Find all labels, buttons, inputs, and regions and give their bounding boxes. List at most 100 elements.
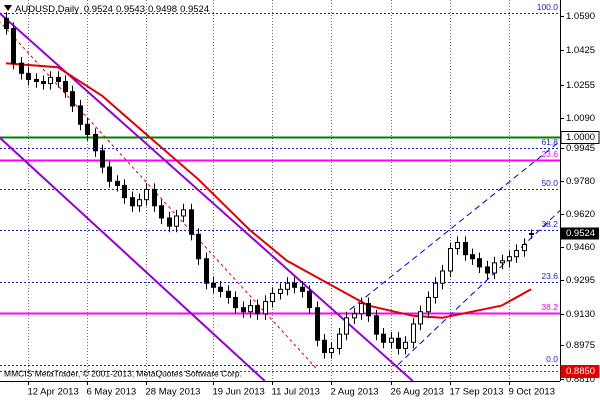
candle-body <box>315 307 320 341</box>
last-price-label: 0.9524 <box>566 228 595 239</box>
candle-body <box>4 17 9 30</box>
chart-header: AUDUSD,Daily 0.9524 0.9543 0.9498 0.9524 <box>15 4 209 15</box>
x-tick-label: 26 Aug 2013 <box>391 387 444 398</box>
candle-body <box>448 248 453 272</box>
candle-body <box>337 333 342 349</box>
candle-body <box>211 282 216 288</box>
y-tick-label: 0.9620 <box>566 209 595 220</box>
candle-body <box>152 188 157 207</box>
candle-body <box>507 256 512 262</box>
fib-label: 23.6 <box>541 271 558 281</box>
candle-body <box>196 233 201 260</box>
candle-body <box>418 311 423 325</box>
candle-body <box>374 315 379 335</box>
level-label: 23.6 <box>541 149 558 159</box>
trend-line <box>397 209 560 366</box>
candle-body <box>359 303 364 315</box>
candle-body <box>366 303 371 317</box>
candle-body <box>344 317 349 335</box>
header-high: 0.9543 <box>116 4 145 15</box>
price-box <box>560 131 600 144</box>
candle-body <box>270 292 275 303</box>
candle-body <box>159 205 164 219</box>
candle-body <box>181 209 186 217</box>
candle-body <box>285 282 290 290</box>
y-tick-label: 0.9130 <box>566 309 595 320</box>
y-tick-label: 1.0255 <box>566 80 595 91</box>
candle-body <box>292 282 297 288</box>
candle-body <box>100 150 105 168</box>
candle-body <box>403 341 408 349</box>
y-tick-label: 0.8810 <box>566 374 595 385</box>
candle-body <box>322 339 327 353</box>
candle-body <box>241 307 246 313</box>
candle-body <box>278 288 283 294</box>
copyright: MMCIS MetaTrader, © 2001-2013, MetaQuote… <box>4 368 242 378</box>
y-tick-label: 1.0590 <box>566 11 595 22</box>
candle-body <box>144 188 149 201</box>
candle-body <box>255 305 260 315</box>
candle-body <box>63 80 68 93</box>
x-tick-label: 12 Apr 2013 <box>28 387 79 398</box>
candle-body <box>433 282 438 298</box>
candle-body <box>529 232 534 235</box>
candle-body <box>56 76 61 82</box>
price-box-label: 1.0000 <box>566 132 595 143</box>
candle-body <box>189 209 194 235</box>
candle-body <box>93 133 98 152</box>
candle-body <box>307 290 312 309</box>
candle-body <box>137 199 142 207</box>
y-tick-label: 0.9460 <box>566 242 595 253</box>
header-open: 0.9524 <box>84 4 113 15</box>
trend-line <box>349 140 560 311</box>
candle-body <box>226 290 231 298</box>
candle-body <box>174 215 179 227</box>
y-tick-label: 0.9945 <box>566 143 595 154</box>
candle-body <box>167 217 172 227</box>
candle-body <box>41 80 46 85</box>
candle-body <box>48 76 53 85</box>
y-tick-label: 0.9295 <box>566 275 595 286</box>
plot-area: 100.0 61.8 50.0 38.2 23.6 0.0 23.6 38.2 <box>0 0 560 381</box>
fib-label: 38.2 <box>541 219 558 229</box>
last-price-box <box>561 227 599 240</box>
fib-label: 50.0 <box>541 178 558 188</box>
candle-body <box>477 258 482 268</box>
candle-body <box>522 243 527 252</box>
moving-average <box>5 62 532 319</box>
x-tick-label: 19 Jun 2013 <box>213 387 265 398</box>
candle-body <box>26 72 31 80</box>
candle-body <box>485 266 490 274</box>
symbol: AUDUSD,Daily <box>15 4 79 15</box>
candle-body <box>122 184 127 199</box>
candle-body <box>70 91 75 107</box>
candle-body <box>440 270 445 284</box>
candle-body <box>329 347 334 353</box>
y-tick-label: 1.0090 <box>566 113 595 124</box>
candle-body <box>381 333 386 343</box>
level-label: 38.2 <box>541 302 558 312</box>
candle-body <box>463 241 468 256</box>
candle-body <box>19 62 24 74</box>
candle-body <box>34 78 39 82</box>
candle-body <box>78 105 83 125</box>
candle-body <box>204 258 209 284</box>
candle-body <box>492 262 497 274</box>
candle-body <box>218 286 223 292</box>
x-tick-label: 6 May 2013 <box>87 387 137 398</box>
price-box <box>560 365 600 378</box>
candle-body <box>263 301 268 315</box>
candle-body <box>85 123 90 135</box>
candle-body <box>500 260 505 264</box>
candle-body <box>130 197 135 207</box>
x-tick-label: 2 Aug 2013 <box>331 387 379 398</box>
x-tick-label: 28 May 2013 <box>146 387 201 398</box>
price-box-label: 0.8850 <box>566 366 595 377</box>
candle-body <box>426 296 431 313</box>
y-tick-label: 0.9780 <box>566 176 595 187</box>
header-close: 0.9524 <box>180 4 209 15</box>
menu-arrow[interactable] <box>4 5 12 11</box>
fib-label: 61.8 <box>541 137 558 147</box>
candle-body <box>248 305 253 313</box>
